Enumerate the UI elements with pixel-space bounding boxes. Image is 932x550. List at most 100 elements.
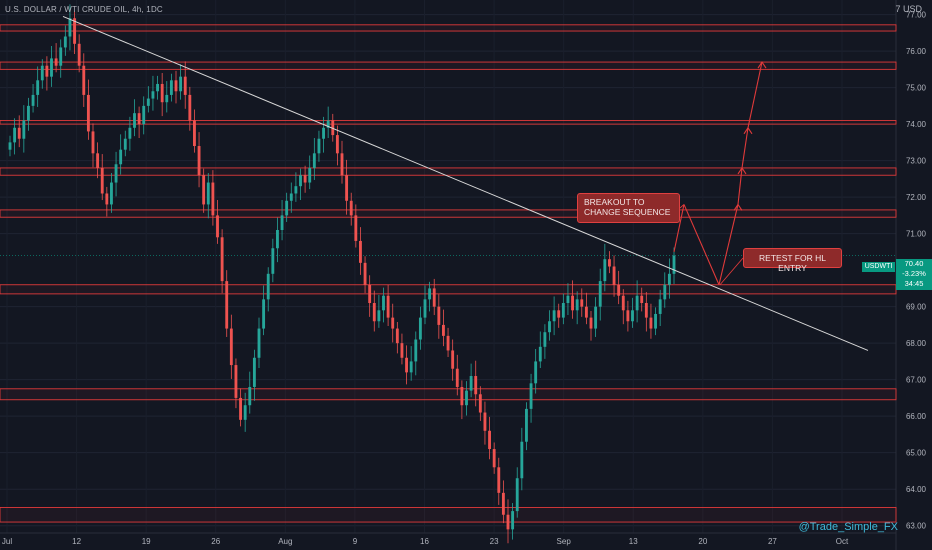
candle-body: [506, 514, 510, 530]
candle-body: [183, 76, 187, 95]
candle-body: [289, 193, 293, 201]
support-resistance-zones: [0, 24, 897, 523]
candle-body: [423, 299, 427, 318]
time-axis: Jul 12 19 26 Aug 9 16 23 Sep 13 20 27 Oct: [2, 537, 849, 546]
candle-body: [243, 405, 247, 420]
candle-body: [478, 394, 482, 413]
last-price: 70.40: [904, 259, 924, 268]
candle-body: [63, 36, 67, 48]
candle-body: [580, 299, 584, 307]
candle-body: [225, 281, 229, 329]
time-tick-label: Aug: [278, 537, 292, 546]
symbol-tag: USDWTI: [862, 262, 895, 272]
price-tick-label: 67.00: [906, 376, 927, 385]
candle-body: [446, 335, 450, 351]
candle-body: [465, 390, 468, 406]
candle-body: [525, 408, 528, 442]
candle-body: [59, 47, 63, 66]
candle-body: [386, 295, 390, 318]
candle-body: [335, 135, 339, 154]
time-tick-label: Oct: [836, 537, 849, 546]
price-tick-label: 64.00: [906, 485, 927, 494]
price-tick-label: 77.00: [906, 11, 927, 20]
candle-body: [428, 288, 432, 300]
price-tick-label: 72.00: [906, 193, 927, 202]
candle-body: [663, 284, 667, 300]
candle-body: [86, 94, 90, 132]
candle-body: [432, 288, 436, 307]
candle-body: [91, 131, 95, 154]
candle-body: [418, 317, 422, 340]
candle-body: [77, 43, 81, 66]
candle-body: [649, 317, 653, 329]
candle-body: [409, 361, 413, 373]
candle-body: [100, 167, 104, 194]
candle-body: [534, 361, 538, 384]
candle-body: [151, 91, 155, 99]
time-tick-label: 26: [211, 537, 220, 546]
candle-body: [520, 441, 524, 479]
projection-segment: [683, 204, 720, 285]
candle-body: [372, 303, 376, 322]
candle-body: [391, 317, 395, 329]
candle-body: [13, 127, 17, 143]
candle-body: [114, 164, 118, 183]
candle-body: [474, 376, 478, 395]
candle-body: [239, 397, 242, 420]
candle-body: [552, 310, 556, 322]
projection-segment: [737, 167, 743, 205]
time-tick-label: 27: [768, 537, 777, 546]
downtrend-line: [62, 15, 869, 351]
candle-body: [515, 478, 519, 512]
candle-body: [174, 80, 178, 92]
candle-body: [469, 376, 473, 391]
price-tick-label: 68.00: [906, 339, 927, 348]
candle-body: [40, 65, 44, 81]
annotation-connector: [719, 257, 744, 286]
price-zone: [0, 209, 897, 218]
candle-body: [280, 215, 284, 230]
grid-layer: [0, 0, 897, 550]
candle-body: [96, 153, 100, 168]
candle-body: [442, 324, 445, 336]
price-tick-label: 75.00: [906, 84, 927, 93]
projection-segment: [673, 204, 685, 253]
candle-body: [400, 343, 404, 358]
candle-body: [529, 383, 533, 409]
candle-body: [363, 262, 367, 285]
candle-body: [119, 149, 123, 165]
candle-body: [105, 193, 109, 205]
candle-body: [123, 138, 127, 150]
candle-body: [156, 83, 159, 92]
candle-body: [644, 303, 648, 318]
candle-body: [45, 65, 49, 77]
candle-body: [658, 299, 662, 314]
candle-body: [68, 18, 72, 37]
time-tick-label: 13: [629, 537, 638, 546]
candle-body: [395, 328, 399, 344]
candle-body: [460, 386, 464, 406]
candle-body: [405, 357, 408, 373]
candle-body: [654, 313, 657, 329]
candle-body: [294, 186, 298, 194]
candle-body: [317, 138, 321, 154]
candle-body: [202, 175, 206, 205]
retest-annotation: RETEST FOR HL ENTRY: [743, 248, 842, 273]
candle-body: [262, 299, 266, 329]
candle-body: [340, 153, 344, 176]
time-tick-label: 12: [72, 537, 81, 546]
candle-body: [326, 120, 330, 128]
projection-arrowhead: [757, 61, 767, 69]
price-tick-label: 63.00: [906, 522, 927, 531]
candle-body: [382, 295, 385, 311]
candle-body: [142, 105, 146, 125]
candle-body: [17, 127, 21, 139]
candle-body: [667, 273, 671, 285]
candle-body: [672, 255, 676, 274]
candle-body: [179, 76, 183, 92]
candle-body: [349, 200, 353, 216]
price-zone: [0, 24, 897, 32]
candle-body: [538, 346, 542, 362]
candle-body: [54, 58, 58, 66]
